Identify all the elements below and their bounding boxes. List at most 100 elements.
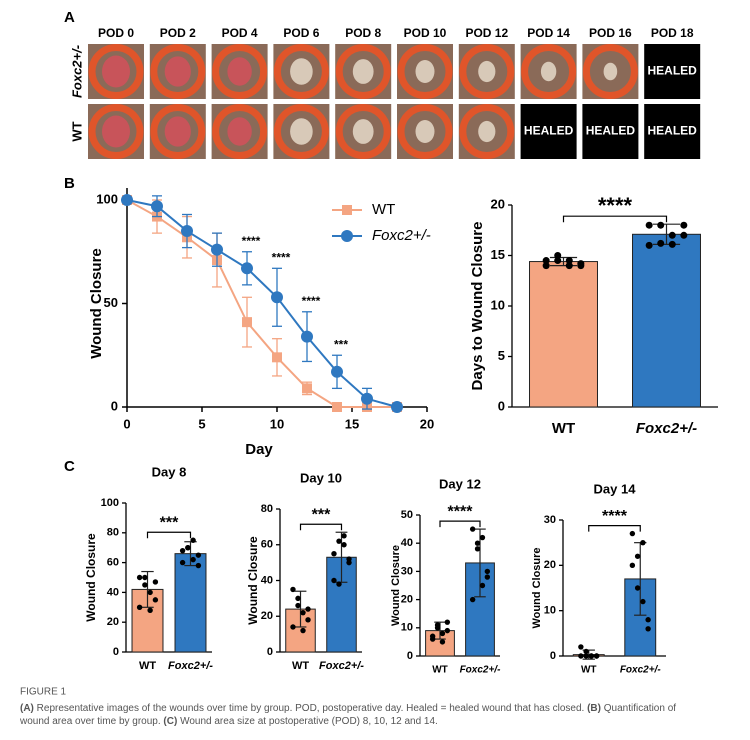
- y-tick-label: 0: [113, 646, 119, 658]
- data-point: [179, 559, 186, 566]
- caption-segment: (C): [163, 716, 177, 727]
- y-axis-label: Wound Closure: [390, 545, 402, 626]
- marker: [241, 262, 253, 275]
- data-point: [629, 562, 636, 569]
- caption-segment: Representative images of the wounds over…: [34, 703, 587, 714]
- column-label: POD 14: [527, 26, 570, 40]
- data-point: [578, 644, 584, 650]
- data-point: [542, 262, 550, 270]
- data-point: [554, 252, 562, 259]
- wound: [164, 116, 191, 147]
- wound-ring: [212, 44, 268, 99]
- wound: [102, 115, 130, 148]
- significance: ***: [334, 337, 348, 351]
- y-tick-label: 0: [407, 650, 413, 662]
- marker: [242, 317, 252, 328]
- caption-line: wound area over time by group. (C) Wound…: [19, 716, 438, 727]
- data-point: [147, 607, 153, 613]
- wound: [102, 55, 130, 88]
- column-label: POD 12: [465, 26, 508, 40]
- y-axis-label: Wound Closure: [246, 536, 260, 625]
- data-point: [136, 604, 143, 610]
- wound-ring: [335, 44, 391, 99]
- y-tick-label: 50: [104, 295, 118, 310]
- data-point: [439, 630, 446, 637]
- data-point: [629, 530, 636, 537]
- y-tick-label: 5: [498, 348, 505, 363]
- wound-ring: [150, 44, 206, 99]
- x-tick-label: 15: [345, 416, 359, 431]
- significance-bracket: [439, 520, 481, 528]
- wound-ring: [521, 44, 577, 99]
- significance: ****: [602, 508, 628, 525]
- marker: [361, 392, 373, 405]
- legend-label: WT: [372, 201, 395, 218]
- caption-segment: wound area over time by group.: [19, 716, 163, 727]
- wound-ring: [88, 104, 144, 159]
- marker: [181, 225, 193, 238]
- column-label: POD 18: [651, 26, 694, 40]
- x-tick-label: 5: [198, 416, 205, 431]
- data-point: [474, 540, 481, 546]
- column-label: POD 8: [345, 26, 381, 40]
- x-tick-label: WT: [581, 665, 597, 676]
- y-tick-label: 15: [491, 247, 505, 262]
- data-point: [542, 257, 550, 265]
- caption-segment: Wound area size at postoperative (POD) 8…: [177, 716, 438, 727]
- data-point: [439, 639, 446, 645]
- wound-ring: [273, 104, 329, 159]
- x-tick-label: 20: [420, 416, 434, 431]
- x-tick-label: WT: [432, 665, 448, 676]
- legend-marker: [341, 230, 353, 242]
- x-tick-label: Foxc2+/-: [319, 660, 364, 672]
- wound: [227, 117, 252, 146]
- data-point: [300, 627, 306, 634]
- y-tick-label: 20: [544, 559, 556, 571]
- significance: ***: [160, 514, 179, 531]
- y-tick-label: 80: [107, 527, 119, 539]
- data-point: [305, 606, 311, 612]
- column-label: POD 0: [98, 26, 134, 40]
- bar: [632, 233, 701, 408]
- chart-title: Day 10: [300, 470, 342, 485]
- marker: [332, 402, 342, 412]
- wound-ring: [150, 104, 206, 159]
- y-tick-label: 0: [111, 398, 118, 413]
- y-tick-label: 40: [261, 574, 273, 586]
- data-point: [583, 648, 589, 655]
- significance: ****: [272, 250, 291, 264]
- y-tick-label: 80: [261, 503, 273, 515]
- legend-marker: [342, 205, 352, 215]
- x-tick-label: Foxc2+/-: [620, 665, 662, 676]
- wound-ring: [459, 104, 515, 159]
- bar: [174, 553, 207, 653]
- significance: ****: [302, 294, 321, 308]
- marker: [211, 243, 223, 256]
- wound-ring: [273, 44, 329, 99]
- healed-box: [520, 104, 577, 159]
- y-tick-label: 60: [107, 557, 119, 569]
- wound-ring: [212, 104, 268, 159]
- data-point: [346, 556, 352, 562]
- data-point: [640, 539, 646, 546]
- x-tick-label: Foxc2+/-: [460, 665, 502, 676]
- marker: [391, 401, 403, 413]
- significance: ***: [312, 506, 331, 523]
- data-point: [469, 526, 476, 532]
- data-point: [645, 241, 653, 249]
- wound: [415, 120, 435, 143]
- wound: [603, 62, 618, 81]
- data-point: [295, 602, 301, 609]
- data-point: [195, 562, 202, 569]
- data-point: [336, 581, 342, 587]
- data-point: [300, 609, 306, 616]
- wound-ring: [397, 44, 453, 99]
- wound: [540, 61, 557, 82]
- x-tick-label: WT: [552, 420, 575, 437]
- healed-label: HEALED: [648, 124, 698, 138]
- x-tick-label: 0: [123, 416, 130, 431]
- data-point: [474, 546, 481, 552]
- data-point: [152, 579, 159, 585]
- y-tick-label: 30: [544, 514, 556, 526]
